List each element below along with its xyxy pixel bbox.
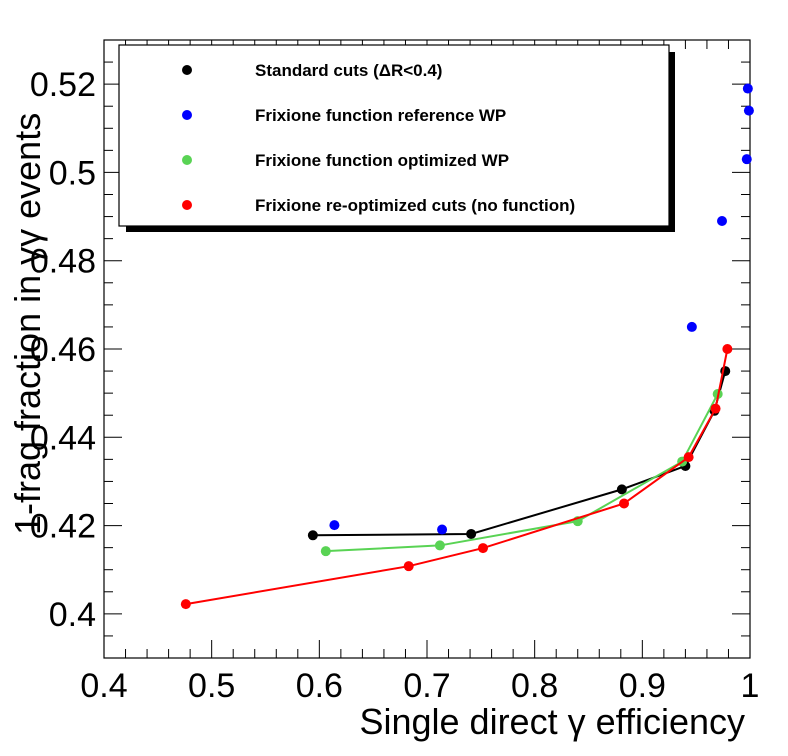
- legend-marker: [182, 155, 192, 165]
- y-tick-label: 0.52: [30, 66, 96, 104]
- series: [329, 83, 754, 535]
- series-line: [312, 370, 727, 537]
- y-tick-label: 0.48: [30, 243, 96, 281]
- data-point: [743, 105, 754, 116]
- legend-marker: [182, 200, 192, 210]
- data-point: [466, 528, 477, 539]
- y-tick-label: 0.42: [30, 508, 96, 546]
- legend-label: Frixione function optimized WP: [255, 151, 509, 170]
- x-axis-title: Single direct γ efficiency: [359, 701, 745, 742]
- data-point: [619, 498, 630, 509]
- data-point: [329, 520, 340, 531]
- x-tick-label: 0.8: [511, 667, 558, 705]
- legend-marker: [182, 65, 192, 75]
- data-point: [722, 344, 733, 354]
- y-axis-title: 1-frag fraction in γγ events: [7, 113, 48, 535]
- data-point: [434, 540, 445, 551]
- data-point: [403, 561, 414, 572]
- data-point: [710, 403, 721, 414]
- data-point: [477, 543, 488, 554]
- data-point: [741, 154, 752, 165]
- series-line: [185, 348, 729, 606]
- tick-labels: 0.4 0.5 0.6 0.7 0.8 0.9 1 0.4 0.42 0.44 0.46 0.48 0.…: [30, 66, 760, 705]
- y-tick-label: 0.5: [49, 154, 96, 192]
- series: [320, 389, 723, 557]
- legend-label: Standard cuts (ΔR<0.4): [255, 61, 442, 80]
- data-point: [180, 599, 191, 610]
- x-tick-label: 0.5: [188, 667, 235, 705]
- data-point: [437, 524, 448, 535]
- data-point: [307, 530, 318, 541]
- x-tick-label: 0.6: [296, 667, 343, 705]
- data-point: [742, 83, 753, 94]
- series: [307, 366, 731, 541]
- legend-label: Frixione re-optimized cuts (no function): [255, 196, 575, 215]
- legend-box: [118, 44, 670, 227]
- y-tick-label: 0.46: [30, 331, 96, 369]
- y-tick-label: 0.4: [49, 596, 96, 634]
- legend: Standard cuts (ΔR<0.4) Frixione function …: [118, 44, 675, 232]
- data-point: [320, 546, 331, 557]
- series-layer: [180, 83, 754, 610]
- data-point: [616, 484, 627, 495]
- data-point: [683, 452, 694, 463]
- x-tick-label: 0.7: [403, 667, 450, 705]
- series-line: [325, 393, 719, 553]
- legend-marker: [182, 110, 192, 120]
- x-tick-label: 0.4: [80, 667, 127, 705]
- x-tick-label: 1: [741, 667, 760, 705]
- data-point: [686, 321, 697, 332]
- series: [180, 344, 733, 610]
- legend-label: Frixione function reference WP: [255, 106, 506, 125]
- data-point: [717, 215, 728, 226]
- y-tick-label: 0.44: [30, 419, 96, 457]
- x-tick-label: 0.9: [619, 667, 666, 705]
